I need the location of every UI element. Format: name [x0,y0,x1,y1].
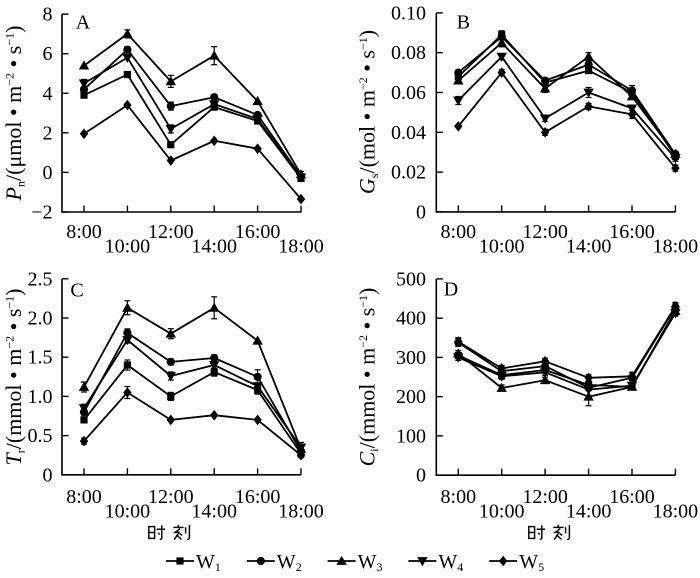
svg-text:18:00: 18:00 [653,501,699,523]
svg-text:16:00: 16:00 [235,221,281,243]
svg-text:400: 400 [396,308,426,330]
svg-text:300: 300 [396,347,426,369]
svg-text:4: 4 [43,83,53,105]
svg-text:14:00: 14:00 [566,236,612,258]
svg-text:W1: W1 [196,551,221,573]
svg-text:200: 200 [396,386,426,408]
svg-text:16:00: 16:00 [609,486,655,508]
svg-text:8:00: 8:00 [66,221,102,243]
svg-text:12:00: 12:00 [522,486,568,508]
svg-text:Pn/(μmol • m−2 • s−1): Pn/(μmol • m−2 • s−1) [1,26,28,202]
svg-text:W2: W2 [277,551,302,573]
svg-text:0.06: 0.06 [391,82,426,104]
svg-text:14:00: 14:00 [566,501,612,523]
svg-text:10:00: 10:00 [479,501,525,523]
svg-text:0.02: 0.02 [391,162,426,184]
svg-text:0: 0 [416,201,426,223]
svg-text:2.0: 2.0 [28,308,53,330]
svg-text:8:00: 8:00 [441,486,477,508]
svg-text:1.0: 1.0 [28,386,53,408]
svg-text:0: 0 [416,465,426,487]
svg-text:W4: W4 [438,551,463,573]
svg-text:14:00: 14:00 [191,501,237,523]
svg-text:Tr/(mmol • m−2 • s−1): Tr/(mmol • m−2 • s−1) [1,289,28,466]
svg-text:500: 500 [396,268,426,290]
svg-text:8:00: 8:00 [66,486,102,508]
svg-text:2: 2 [43,122,53,144]
svg-text:2.5: 2.5 [28,268,53,290]
svg-text:Ci/(mmol • m−2 • s−1): Ci/(mmol • m−2 • s−1) [355,288,382,467]
svg-text:0.08: 0.08 [391,42,426,64]
svg-text:C: C [70,280,83,302]
svg-text:18:00: 18:00 [278,236,324,258]
svg-text:8:00: 8:00 [441,221,477,243]
svg-text:0.04: 0.04 [391,122,426,144]
svg-text:10:00: 10:00 [105,501,151,523]
svg-text:100: 100 [396,425,426,447]
svg-text:W5: W5 [519,551,544,573]
svg-text:12:00: 12:00 [148,221,194,243]
svg-text:0: 0 [43,162,53,184]
svg-text:8: 8 [43,4,53,26]
svg-text:12:00: 12:00 [148,486,194,508]
svg-text:12:00: 12:00 [522,221,568,243]
svg-text:18:00: 18:00 [653,236,699,258]
svg-text:1.5: 1.5 [28,347,53,369]
svg-text:0.10: 0.10 [391,2,426,24]
svg-text:W3: W3 [358,551,383,573]
svg-text:10:00: 10:00 [105,236,151,258]
svg-text:0.5: 0.5 [28,425,53,447]
svg-text:16:00: 16:00 [235,486,281,508]
svg-text:B: B [457,12,470,34]
svg-text:Gs/(mol • m−2 • s−1): Gs/(mol • m−2 • s−1) [355,30,382,194]
svg-text:18:00: 18:00 [278,501,324,523]
svg-text:D: D [444,279,458,301]
svg-text:6: 6 [43,43,53,65]
svg-text:A: A [76,12,91,34]
svg-text:0: 0 [43,464,53,486]
svg-text:10:00: 10:00 [479,236,525,258]
svg-text:−2: −2 [31,202,52,224]
svg-text:16:00: 16:00 [609,221,655,243]
svg-text:14:00: 14:00 [191,236,237,258]
